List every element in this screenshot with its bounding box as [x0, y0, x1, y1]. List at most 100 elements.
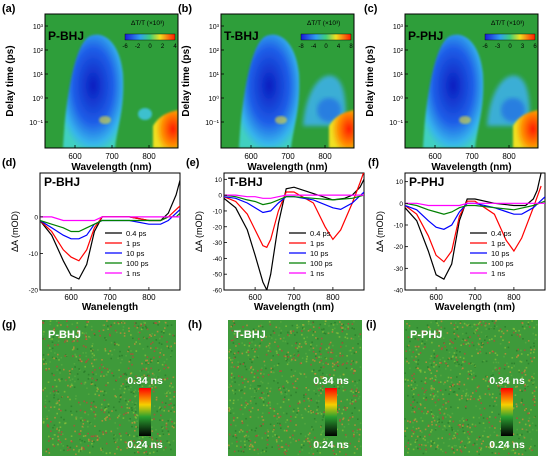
speckle-dot: [163, 332, 165, 334]
speckle-dot: [114, 422, 116, 424]
speckle-dot: [241, 420, 243, 422]
speckle-dot: [164, 321, 166, 324]
speckle-dot: [151, 419, 153, 421]
speckle-dot: [249, 384, 252, 386]
speckle-dot: [91, 343, 94, 345]
speckle-dot: [240, 440, 242, 442]
speckle-dot: [153, 413, 156, 416]
speckle-dot: [263, 450, 266, 453]
speckle-dot: [230, 376, 233, 379]
speckle-dot: [357, 343, 359, 345]
speckle-dot: [320, 377, 323, 380]
speckle-dot: [449, 369, 452, 371]
speckle-dot: [261, 415, 263, 418]
speckle-dot: [433, 415, 435, 417]
speckle-dot: [320, 359, 323, 362]
speckle-dot: [76, 322, 79, 324]
colorbar-label: ΔT/T (×10³): [131, 20, 164, 27]
speckle-dot: [301, 330, 303, 332]
speckle-dot: [254, 441, 256, 444]
speckle-dot: [414, 441, 417, 443]
speckle-dot: [274, 415, 276, 417]
speckle-dot: [66, 449, 69, 451]
speckle-dot: [57, 391, 59, 393]
speckle-dot: [228, 407, 230, 409]
speckle-dot: [118, 355, 121, 357]
speckle-dot: [421, 340, 424, 343]
speckle-dot: [70, 405, 73, 408]
speckle-dot: [433, 360, 435, 363]
speckle-dot: [230, 385, 232, 387]
speckle-dot: [164, 378, 166, 381]
speckle-dot: [445, 429, 448, 431]
speckle-dot: [120, 385, 123, 387]
speckle-dot: [421, 431, 423, 434]
speckle-dot: [133, 452, 136, 454]
speckle-dot: [344, 336, 347, 339]
speckle-dot: [250, 429, 253, 431]
speckle-dot: [302, 324, 304, 326]
colorbar-tick-label: 8: [349, 44, 353, 50]
speckle-dot: [85, 352, 87, 354]
speckle-dot: [93, 333, 96, 335]
speckle-dot: [117, 344, 120, 346]
speckle-dot: [115, 409, 117, 412]
y-tick-label: 10⁻¹: [29, 120, 43, 127]
speckle-dot: [359, 422, 362, 424]
legend-label: 1 ns: [126, 269, 140, 278]
speckle-dot: [233, 323, 236, 326]
speckle-dot: [290, 369, 293, 371]
speckle-dot: [351, 360, 353, 362]
speckle-dot: [344, 409, 347, 411]
speckle-dot: [100, 363, 103, 366]
speckle-dot: [417, 334, 420, 336]
speckle-dot: [234, 330, 236, 332]
speckle-dot: [485, 446, 488, 448]
speckle-dot: [273, 428, 275, 431]
speckle-dot: [310, 397, 312, 400]
speckle-dot: [164, 392, 167, 395]
speckle-dot: [516, 385, 518, 388]
speckle-dot: [303, 327, 305, 330]
speckle-dot: [467, 437, 470, 440]
speckle-dot: [465, 323, 467, 326]
speckle-dot: [314, 441, 316, 443]
speckle-dot: [469, 336, 471, 338]
speckle-dot: [285, 388, 288, 390]
speckle-dot: [415, 366, 417, 369]
speckle-dot: [158, 443, 160, 446]
speckle-dot: [492, 393, 494, 395]
speckle-dot: [271, 337, 273, 339]
speckle-dot: [461, 440, 463, 443]
x-tick-label: 800: [142, 152, 156, 161]
speckle-dot: [294, 387, 297, 389]
speckle-dot: [239, 408, 242, 411]
speckle-dot: [64, 339, 67, 341]
speckle-dot: [125, 378, 128, 381]
speckle-dot: [318, 326, 321, 329]
speckle-dot: [145, 451, 147, 453]
speckle-dot: [307, 437, 309, 440]
speckle-dot: [256, 356, 259, 359]
speckle-dot: [265, 367, 267, 370]
speckle-dot: [261, 397, 264, 399]
speckle-dot: [440, 348, 443, 351]
speckle-dot: [277, 413, 279, 415]
speckle-dot: [412, 381, 415, 383]
speckle-dot: [523, 445, 525, 448]
speckle-dot: [100, 409, 103, 411]
y-axis-label: ΔA (mOD): [194, 211, 204, 252]
speckle-dot: [80, 416, 83, 419]
speckle-dot: [531, 320, 533, 322]
speckle-dot: [470, 395, 472, 398]
speckle-dot: [339, 450, 341, 453]
speckle-dot: [405, 329, 407, 331]
speckle-dot: [404, 372, 406, 374]
speckle-dot: [67, 396, 69, 398]
speckle-dot: [60, 416, 62, 419]
speckle-dot: [425, 389, 427, 392]
speckle-dot: [359, 333, 362, 335]
speckle-dot: [465, 388, 468, 391]
speckle-dot: [253, 391, 256, 393]
